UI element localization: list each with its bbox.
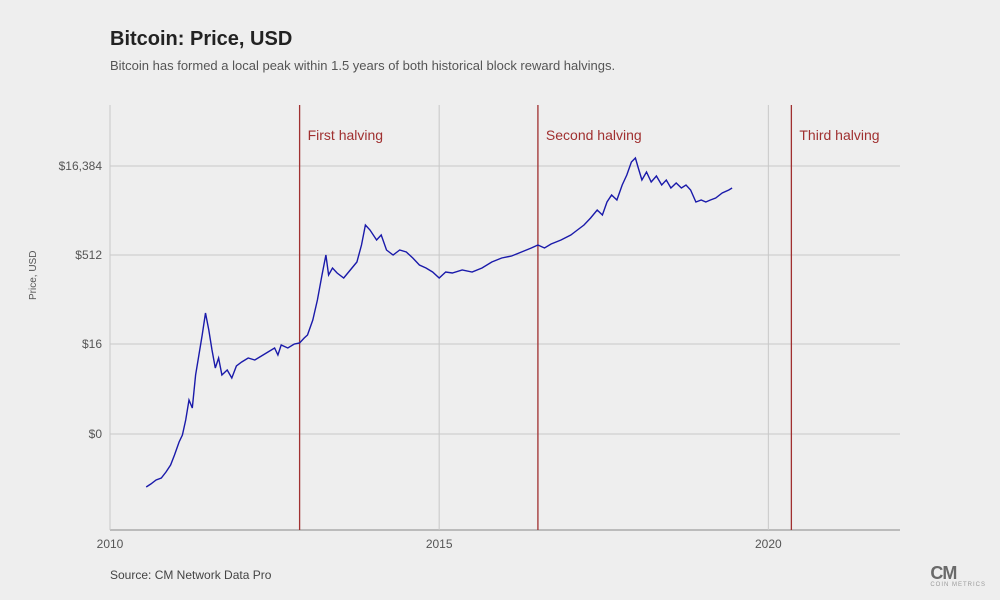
halving-label: Third halving (799, 127, 879, 143)
halving-label: First halving (308, 127, 383, 143)
y-tick-label: $16 (82, 337, 102, 351)
x-tick-label: 2020 (755, 537, 782, 551)
x-tick-label: 2015 (426, 537, 453, 551)
x-tick-label: 2010 (97, 537, 124, 551)
halving-label: Second halving (546, 127, 642, 143)
y-tick-label: $512 (75, 248, 102, 262)
y-tick-label: $0 (89, 427, 103, 441)
chart-svg: 2010 2015 2020 $0 $16 $512 $16,384 First halvin… (0, 0, 1000, 600)
chart-container: { "title": "Bitcoin: Price, USD", "subti… (0, 0, 1000, 600)
y-tick-label: $16,384 (59, 159, 103, 173)
